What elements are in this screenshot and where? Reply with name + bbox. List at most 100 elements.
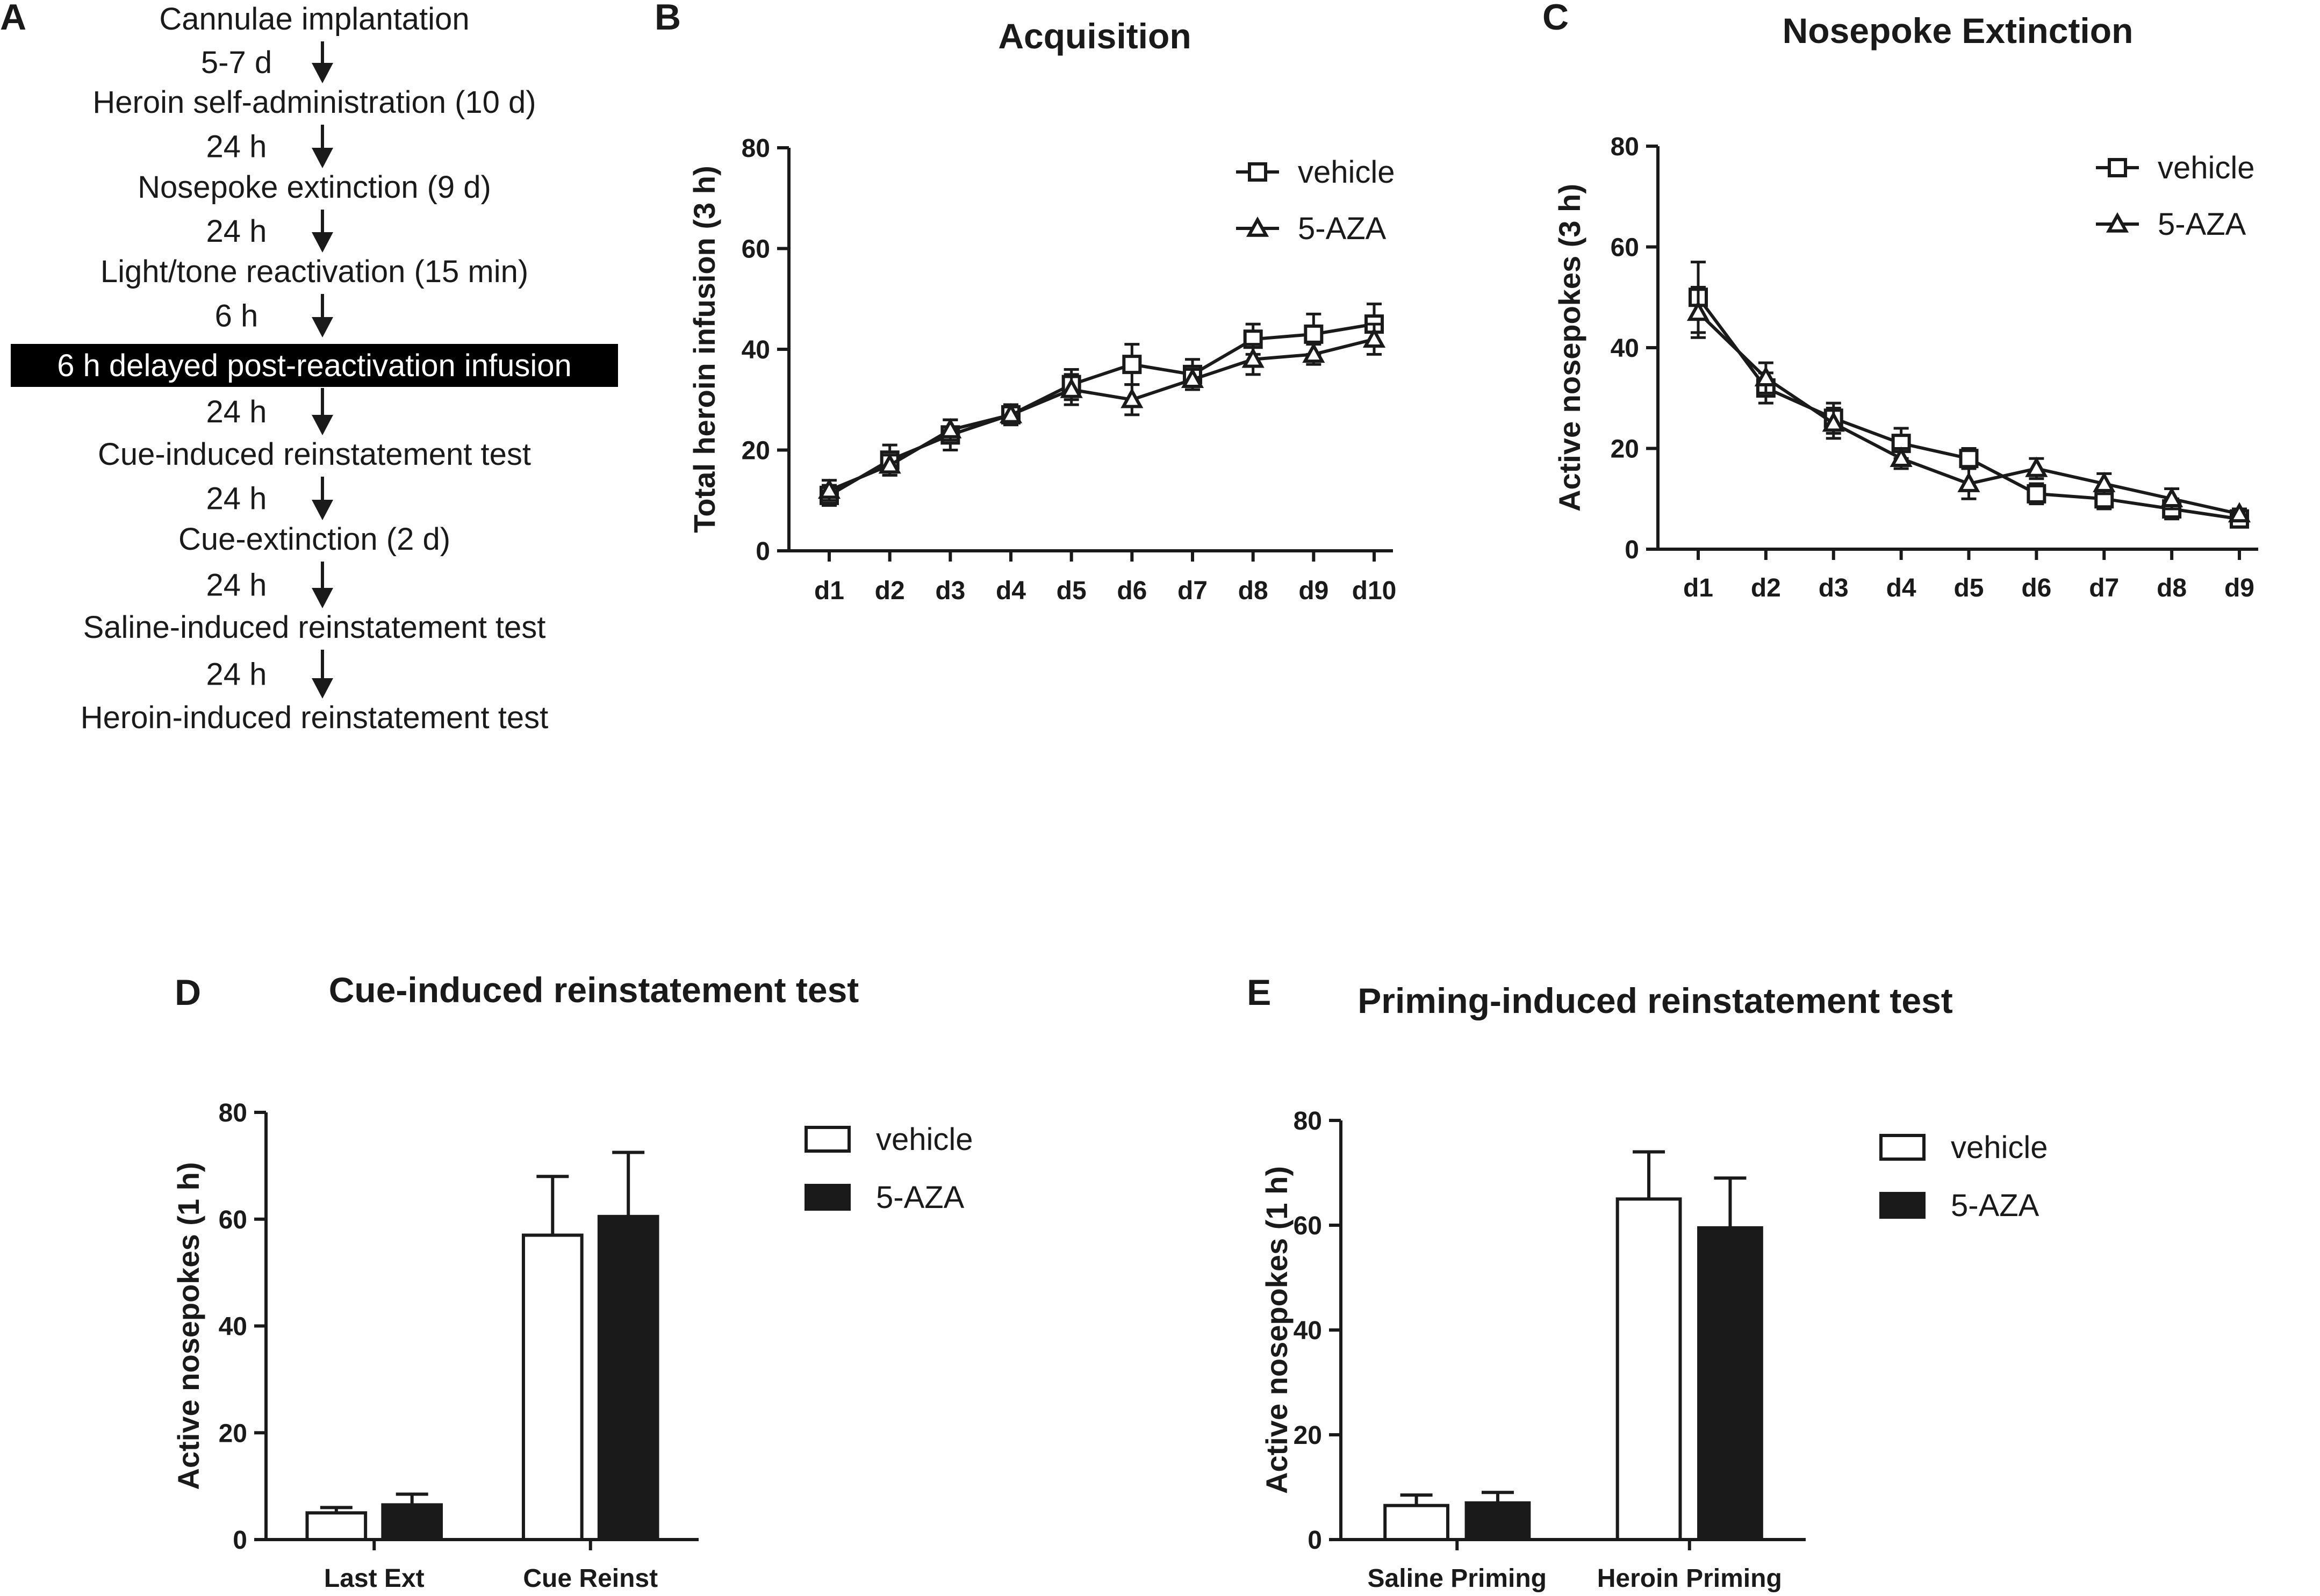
- bar-5aza: [1464, 1501, 1531, 1541]
- panel-letter: C: [1542, 0, 1569, 38]
- y-tick-label: 40: [219, 1313, 247, 1341]
- x-tick-label: Saline Priming: [1368, 1564, 1547, 1593]
- data-point-5aza: [939, 418, 962, 438]
- y-tick-label: 60: [742, 235, 770, 264]
- legend-label: vehicle: [1951, 1130, 2048, 1165]
- data-point-5aza: [1241, 347, 1265, 368]
- y-axis-label: Active nosepokes (1 h): [1260, 1166, 1294, 1494]
- bar-vehicle: [1615, 1197, 1682, 1541]
- data-point-5aza: [1686, 300, 1710, 321]
- timeline-interval: 24 h: [206, 130, 267, 164]
- data-point-5aza: [1302, 342, 1325, 363]
- timeline-step: Nosepoke extinction (9 d): [138, 170, 491, 205]
- x-tick-label: d2: [1751, 574, 1781, 602]
- data-point-vehicle: [1122, 355, 1142, 375]
- timeline-arrow-head: [312, 415, 333, 435]
- highlighted-step-box: [11, 344, 618, 387]
- y-tick-label: 20: [1611, 435, 1639, 464]
- timeline-step: Cue-extinction (2 d): [178, 522, 450, 557]
- data-point-vehicle: [1304, 324, 1324, 344]
- legend-marker-5aza: [2106, 212, 2129, 233]
- data-point-5aza: [1822, 411, 1845, 432]
- legend-label: 5-AZA: [876, 1180, 965, 1215]
- data-point-vehicle: [1959, 449, 1979, 469]
- y-tick-label: 80: [742, 134, 770, 163]
- y-axis-label: Total heroin infusion (3 h): [687, 166, 721, 533]
- data-point-5aza: [1060, 377, 1083, 398]
- data-point-5aza: [2093, 471, 2116, 492]
- legend-marker-5aza: [1246, 216, 1269, 237]
- chart-title: Priming-induced reinstatement test: [1357, 981, 1953, 1020]
- legend-swatch: [1879, 1192, 1926, 1219]
- y-tick-label: 40: [1294, 1317, 1322, 1345]
- bar-5aza: [381, 1503, 443, 1541]
- timeline-arrow-head: [312, 317, 333, 337]
- data-point-5aza: [999, 402, 1023, 423]
- x-tick-label: d10: [1352, 577, 1397, 605]
- legend-marker-vehicle: [2108, 158, 2127, 177]
- y-tick-label: 20: [1294, 1421, 1322, 1450]
- y-tick-label: 60: [1294, 1212, 1322, 1240]
- y-tick-label: 80: [1611, 133, 1639, 161]
- timeline-interval: 5-7 d: [201, 45, 272, 80]
- timeline-interval: 24 h: [206, 481, 267, 516]
- timeline-arrow-head: [312, 500, 333, 520]
- panel-letter: D: [175, 972, 201, 1013]
- bar-vehicle: [305, 1511, 368, 1541]
- x-tick-label: d5: [1057, 577, 1087, 605]
- panel-letter: E: [1247, 972, 1271, 1013]
- timeline-step: Light/tone reactivation (15 min): [100, 254, 528, 289]
- timeline-arrow-head: [312, 678, 333, 699]
- legend-label: 5-AZA: [1298, 211, 1387, 246]
- x-tick-label: d4: [1886, 574, 1916, 602]
- data-point-5aza: [817, 478, 841, 499]
- x-tick-label: Cue Reinst: [523, 1564, 658, 1593]
- x-tick-label: d3: [1819, 574, 1849, 602]
- y-axis-label: Active nosepokes (3 h): [1553, 184, 1586, 512]
- bar-vehicle: [1383, 1504, 1449, 1541]
- y-tick-label: 0: [756, 537, 770, 566]
- x-tick-label: d6: [1117, 577, 1147, 605]
- data-point-5aza: [1121, 387, 1144, 408]
- timeline-interval: 24 h: [206, 568, 267, 603]
- y-tick-label: 80: [1294, 1107, 1322, 1135]
- data-point-5aza: [1890, 447, 1913, 468]
- legend-swatch: [1879, 1134, 1926, 1161]
- timeline-arrow-head: [312, 588, 333, 608]
- timeline-step: Saline-induced reinstatement test: [83, 610, 546, 645]
- chart-title: Nosepoke Extinction: [1783, 11, 2134, 51]
- legend-label: vehicle: [876, 1122, 973, 1157]
- legend-label: vehicle: [1298, 155, 1395, 190]
- bar-5aza: [1697, 1226, 1763, 1541]
- bar-vehicle: [521, 1233, 584, 1541]
- bar-5aza: [597, 1214, 659, 1541]
- x-tick-label: d9: [2224, 574, 2254, 602]
- x-tick-label: d1: [814, 577, 844, 605]
- timeline-arrow-head: [312, 148, 333, 168]
- x-tick-label: Last Ext: [324, 1564, 425, 1593]
- y-tick-label: 40: [742, 336, 770, 364]
- y-tick-label: 40: [1611, 334, 1639, 363]
- data-point-5aza: [1754, 366, 1777, 387]
- x-tick-label: d4: [996, 577, 1026, 605]
- legend-label: 5-AZA: [1951, 1188, 2039, 1223]
- x-tick-label: d5: [1953, 574, 1984, 602]
- y-tick-label: 60: [219, 1206, 247, 1234]
- panel-b-acquisition-chart: B Acquisition 0 20 40 60 80 Total heroin infusi…: [655, 0, 1396, 605]
- y-tick-label: 20: [742, 437, 770, 465]
- timeline-interval: 6 h: [215, 299, 258, 334]
- legend-label: vehicle: [2158, 150, 2255, 185]
- data-point-5aza: [1181, 368, 1204, 389]
- x-tick-label: d8: [1238, 577, 1268, 605]
- x-tick-label: d9: [1298, 577, 1328, 605]
- data-point-5aza: [1362, 327, 1386, 348]
- x-tick-label: d7: [1177, 577, 1208, 605]
- y-tick-label: 80: [219, 1099, 247, 1127]
- panel-c-extinction-chart: C Nosepoke Extinction 0 20 40 60 80 Active nose…: [1542, 0, 2258, 602]
- panel-letter: B: [655, 0, 681, 38]
- legend-swatch: [805, 1126, 851, 1153]
- panel-letter: A: [0, 0, 26, 38]
- panel-e-priming-reinstatement-chart: E Priming-induced reinstatement test 0 20 40…: [1247, 972, 2048, 1593]
- timeline-step-highlighted: 6 h delayed post-reactivation infusion: [57, 348, 572, 383]
